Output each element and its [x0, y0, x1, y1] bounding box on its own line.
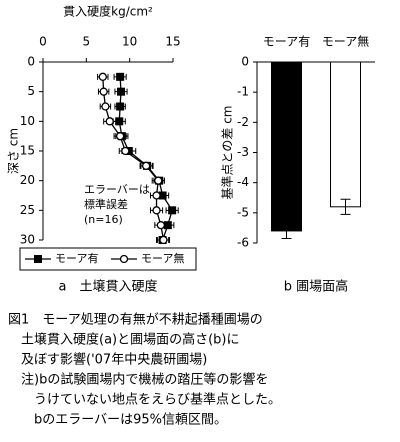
y-tick-label: -1: [237, 85, 249, 99]
error-bar: [340, 198, 351, 215]
y-tick-label: 0: [27, 55, 35, 69]
x-tick-label: 0: [39, 35, 47, 49]
marker: [101, 102, 110, 111]
marker: [168, 206, 177, 215]
x-tick-label: 5: [83, 35, 91, 49]
figure-caption: 注)bの試験圃場内で機械の踏圧等の影響を: [8, 372, 268, 388]
legend-box: [19, 247, 197, 271]
legend-label: モーア有: [55, 251, 99, 265]
y-tick-label: 5: [27, 84, 35, 98]
y-tick-label: 0: [241, 55, 249, 69]
error-bar: [281, 222, 292, 239]
figure-caption: 図1 モーア処理の有無が不耕起播種圃場の: [8, 312, 263, 328]
y-axis-title: 基準点との差 cm: [220, 106, 235, 200]
chart-caption: a 土壌貫入硬度: [59, 279, 158, 295]
y-tick-label: -6: [237, 236, 249, 250]
figure-caption: 及ぼす影響('07年中央農研圃場): [8, 352, 207, 368]
y-tick-label: -3: [237, 145, 249, 159]
series-line: [118, 76, 173, 241]
marker: [163, 221, 172, 230]
x-tick-label: 15: [165, 35, 180, 49]
bar: [330, 61, 361, 208]
annotation: (n=16): [84, 213, 123, 226]
figure-caption: bのエラーバーは95%信頼区間。: [8, 413, 227, 428]
marker: [152, 191, 161, 200]
marker: [115, 132, 125, 141]
marker: [117, 87, 125, 96]
figure-caption: 土壌貫入硬度(a)と圃場面の高さ(b)に: [8, 332, 240, 348]
y-tick-label: 15: [20, 144, 35, 158]
category-label: モーア有: [263, 35, 311, 49]
y-tick-label: -5: [237, 205, 249, 219]
chart-caption: b 圃場面高: [284, 279, 348, 295]
marker: [34, 255, 42, 263]
bar: [271, 61, 302, 232]
marker: [156, 221, 166, 230]
marker: [99, 87, 108, 96]
figure-caption: うけていない地点をえらび基準点とした。: [8, 392, 281, 408]
marker: [159, 235, 168, 245]
marker: [152, 206, 161, 215]
annotation: 標準誤差: [84, 197, 128, 211]
y-tick-label: 30: [20, 233, 35, 247]
marker: [105, 117, 114, 126]
x-tick-label: 10: [122, 35, 137, 49]
y-axis-title: 深さ cm: [7, 128, 21, 174]
marker: [154, 176, 163, 185]
marker: [121, 146, 130, 156]
y-tick-label: -2: [237, 115, 249, 129]
y-tick-label: 25: [20, 203, 35, 217]
y-tick-label: 20: [20, 173, 35, 187]
marker: [98, 72, 107, 81]
marker: [115, 117, 124, 126]
marker: [116, 102, 125, 111]
category-label: モーア無: [322, 34, 370, 49]
annotation: エラーバーは: [84, 183, 150, 196]
y-tick-label: 10: [20, 114, 35, 128]
marker: [119, 254, 129, 264]
x-axis-title: 貫入硬度kg/cm²: [63, 4, 153, 19]
marker: [116, 72, 125, 81]
marker: [141, 161, 151, 170]
y-tick-label: -4: [237, 175, 249, 189]
legend-label: モーア無: [141, 251, 185, 265]
